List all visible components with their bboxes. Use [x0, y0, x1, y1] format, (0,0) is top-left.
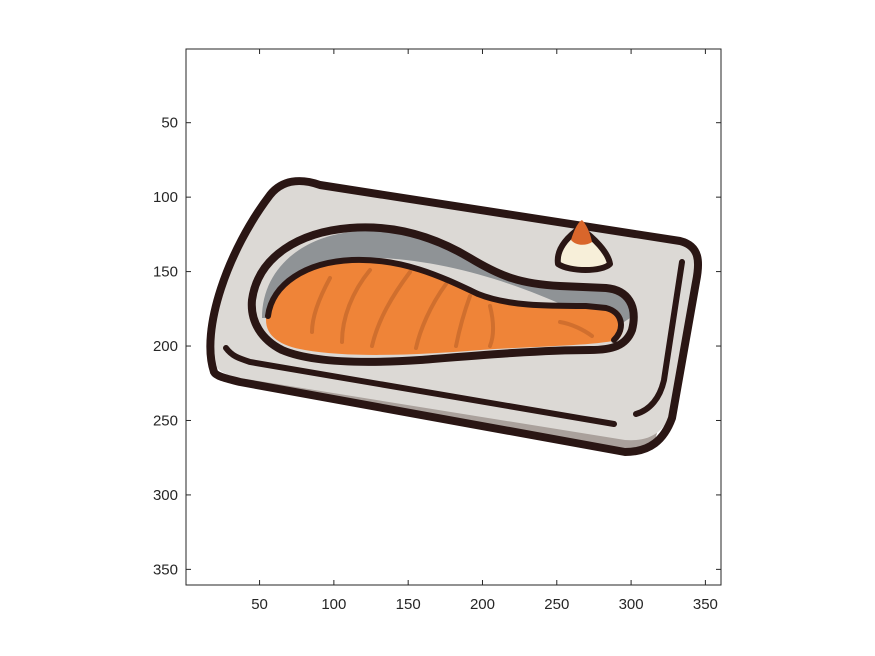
- salmon-texture: [310, 268, 594, 350]
- salmon-skin: [262, 230, 631, 330]
- y-axis-ticks: 50 100 150 200 250 300 350: [153, 115, 721, 578]
- y-tick-label: 300: [153, 487, 178, 504]
- salmon-outline: [247, 223, 638, 366]
- x-tick-label: 350: [693, 596, 718, 613]
- y-tick-label: 250: [153, 412, 178, 429]
- salmon-inner-line: [265, 256, 624, 343]
- garnish-body: [554, 225, 613, 273]
- y-tick-label: 50: [161, 115, 178, 132]
- x-tick-label: 300: [619, 596, 644, 613]
- y-tick-label: 200: [153, 338, 178, 355]
- axes-frame: [185, 48, 722, 586]
- y-tick-label: 100: [153, 189, 178, 206]
- x-tick-label: 100: [321, 596, 346, 613]
- y-tick-label: 350: [153, 561, 178, 578]
- image-axes: 50 100 150 200 250 300 350 50 100 150 200 250 300 35…: [153, 48, 722, 613]
- salmon-plate-illustration: [206, 177, 702, 456]
- x-axis-ticks: 50 100 150 200 250 300 350: [251, 49, 718, 613]
- x-tick-label: 150: [396, 596, 421, 613]
- x-tick-label: 50: [251, 596, 268, 613]
- salmon-flesh: [266, 261, 624, 355]
- plate-outline: [206, 177, 702, 456]
- x-tick-label: 200: [470, 596, 495, 613]
- garnish-top: [571, 220, 592, 245]
- x-tick-label: 250: [544, 596, 569, 613]
- plate-rim-line: [223, 345, 617, 427]
- y-tick-label: 150: [153, 264, 178, 281]
- plate-edge-line: [633, 259, 685, 417]
